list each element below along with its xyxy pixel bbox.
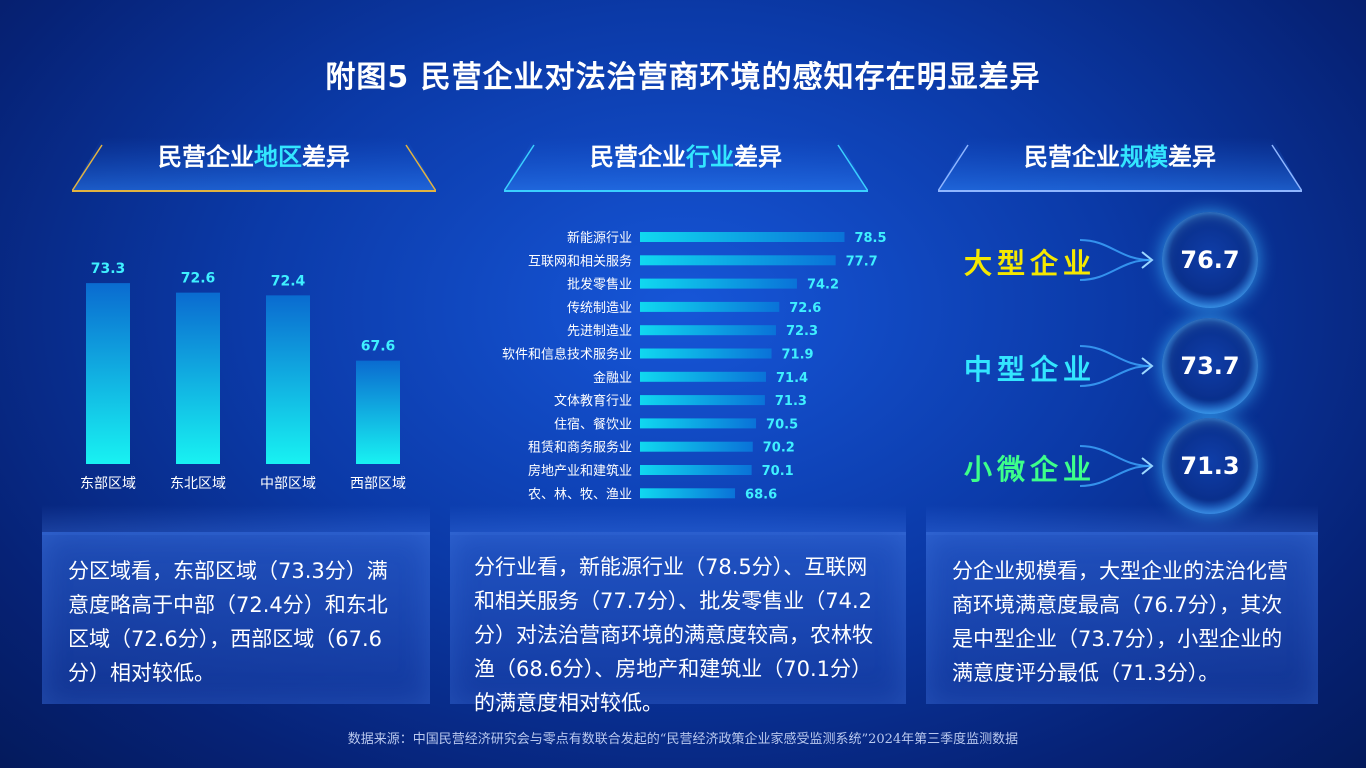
header-highlight: 规模 (1120, 143, 1168, 171)
bar-互联网和相关服务 (640, 255, 836, 266)
card-glow (450, 505, 906, 535)
tick-label: 软件和信息技术服务业 (502, 347, 632, 363)
size-value-large: 76.7 (1162, 212, 1258, 308)
bar-房地产业和建筑业 (640, 465, 752, 475)
header-frame (504, 137, 868, 192)
section-header-region: 民营企业地区差异 (72, 135, 436, 193)
data-label: 78.5 (854, 231, 886, 246)
data-label: 71.4 (776, 371, 808, 386)
data-label: 70.1 (762, 464, 794, 479)
size-value-medium: 73.7 (1162, 318, 1258, 414)
tick-label: 批发零售业 (567, 277, 632, 293)
tick-label: 东部区域 (80, 476, 136, 492)
bar-金融业 (640, 371, 766, 382)
arrow-right-icon (1080, 239, 1154, 281)
header-frame (72, 137, 436, 192)
card-glow (42, 505, 430, 535)
data-label: 72.3 (786, 324, 818, 339)
tick-label: 西部区域 (350, 476, 406, 492)
bar-传统制造业 (640, 301, 780, 312)
tick-label: 租赁和商务服务业 (528, 440, 632, 456)
page-title: 附图5 民营企业对法治营商环境的感知存在明显差异 (325, 60, 1041, 95)
size-row-large: 大型企业 76.7 (940, 212, 1270, 312)
section-header-size: 民营企业规模差异 (938, 135, 1302, 193)
tick-label: 互联网和相关服务 (528, 253, 632, 269)
size-label-medium: 中型企业 (964, 353, 1097, 386)
bar-软件和信息技术服务业 (640, 348, 772, 359)
header-suffix: 差异 (302, 143, 350, 171)
header-suffix: 差异 (734, 143, 782, 171)
data-label: 72.4 (271, 273, 306, 289)
industry-bar-chart: 新能源行业 78.5 互联网和相关服务 77.7 批发零售业 74.2 传统制造业 72.6 先… (502, 230, 887, 502)
tick-label: 文体教育行业 (554, 393, 632, 409)
bar-东部区域 (86, 283, 130, 464)
bar-租赁和商务服务业 (640, 441, 753, 452)
description-region: 分区域看，东部区域（73.3分）满意度略高于中部（72.4分）和东北区域（72.… (42, 532, 430, 704)
data-label: 70.5 (766, 417, 798, 432)
header-suffix: 差异 (1168, 143, 1216, 171)
bar-住宿、餐饮业 (640, 418, 757, 429)
size-label-small: 小微企业 (964, 453, 1097, 486)
data-label: 72.6 (789, 301, 821, 316)
data-label: 72.6 (181, 271, 216, 287)
arrow-right-icon (1080, 445, 1154, 487)
bar-西部区域 (356, 360, 400, 464)
bar-农、林、牧、渔业 (640, 488, 736, 499)
header-highlight: 行业 (686, 143, 734, 171)
description-size: 分企业规模看，大型企业的法治化营商环境满意度最高（76.7分），其次是中型企业（… (926, 532, 1318, 704)
data-label: 68.6 (745, 487, 777, 502)
data-label: 70.2 (763, 441, 795, 456)
header-prefix: 民营企业 (590, 143, 686, 171)
tick-label: 先进制造业 (567, 324, 632, 339)
data-label: 74.2 (807, 278, 839, 293)
bar-文体教育行业 (640, 395, 765, 406)
arrow-right-icon (1080, 345, 1154, 387)
header-prefix: 民营企业 (158, 143, 254, 171)
region-bar-chart: 73.3 东部区域 72.6 东北区域 72.4 中部区域 67.6 西部区域 (80, 261, 406, 492)
bar-批发零售业 (640, 278, 797, 289)
tick-label: 传统制造业 (567, 301, 632, 316)
tick-label: 农、林、牧、渔业 (528, 487, 632, 502)
tick-label: 金融业 (593, 370, 632, 386)
data-label: 77.7 (846, 254, 878, 269)
size-label-large: 大型企业 (964, 247, 1097, 280)
bar-中部区域 (266, 295, 310, 464)
data-label: 67.6 (361, 339, 396, 355)
data-label: 71.9 (782, 348, 814, 363)
tick-label: 新能源行业 (567, 230, 632, 246)
tick-label: 房地产业和建筑业 (528, 463, 632, 479)
header-highlight: 地区 (254, 143, 302, 171)
tick-label: 住宿、餐饮业 (554, 416, 632, 432)
bar-先进制造业 (640, 325, 776, 336)
tick-label: 东北区域 (170, 476, 226, 492)
header-frame (938, 137, 1302, 192)
size-row-small: 小微企业 71.3 (940, 418, 1270, 518)
data-source-note: 数据来源：中国民营经济研究会与零点有数联合发起的“民营经济政策企业家感受监测系统… (347, 732, 1019, 747)
tick-label: 中部区域 (260, 476, 316, 492)
data-label: 71.3 (775, 394, 807, 409)
header-prefix: 民营企业 (1024, 143, 1120, 171)
section-header-industry: 民营企业行业差异 (504, 135, 868, 193)
description-industry: 分行业看，新能源行业（78.5分）、互联网和相关服务（77.7分）、批发零售业（… (450, 532, 906, 715)
bar-东北区域 (176, 292, 220, 464)
size-row-medium: 中型企业 73.7 (940, 318, 1270, 418)
bar-新能源行业 (640, 232, 845, 242)
size-value-small: 71.3 (1162, 418, 1258, 514)
data-label: 73.3 (91, 261, 126, 277)
card-glow (926, 505, 1318, 535)
